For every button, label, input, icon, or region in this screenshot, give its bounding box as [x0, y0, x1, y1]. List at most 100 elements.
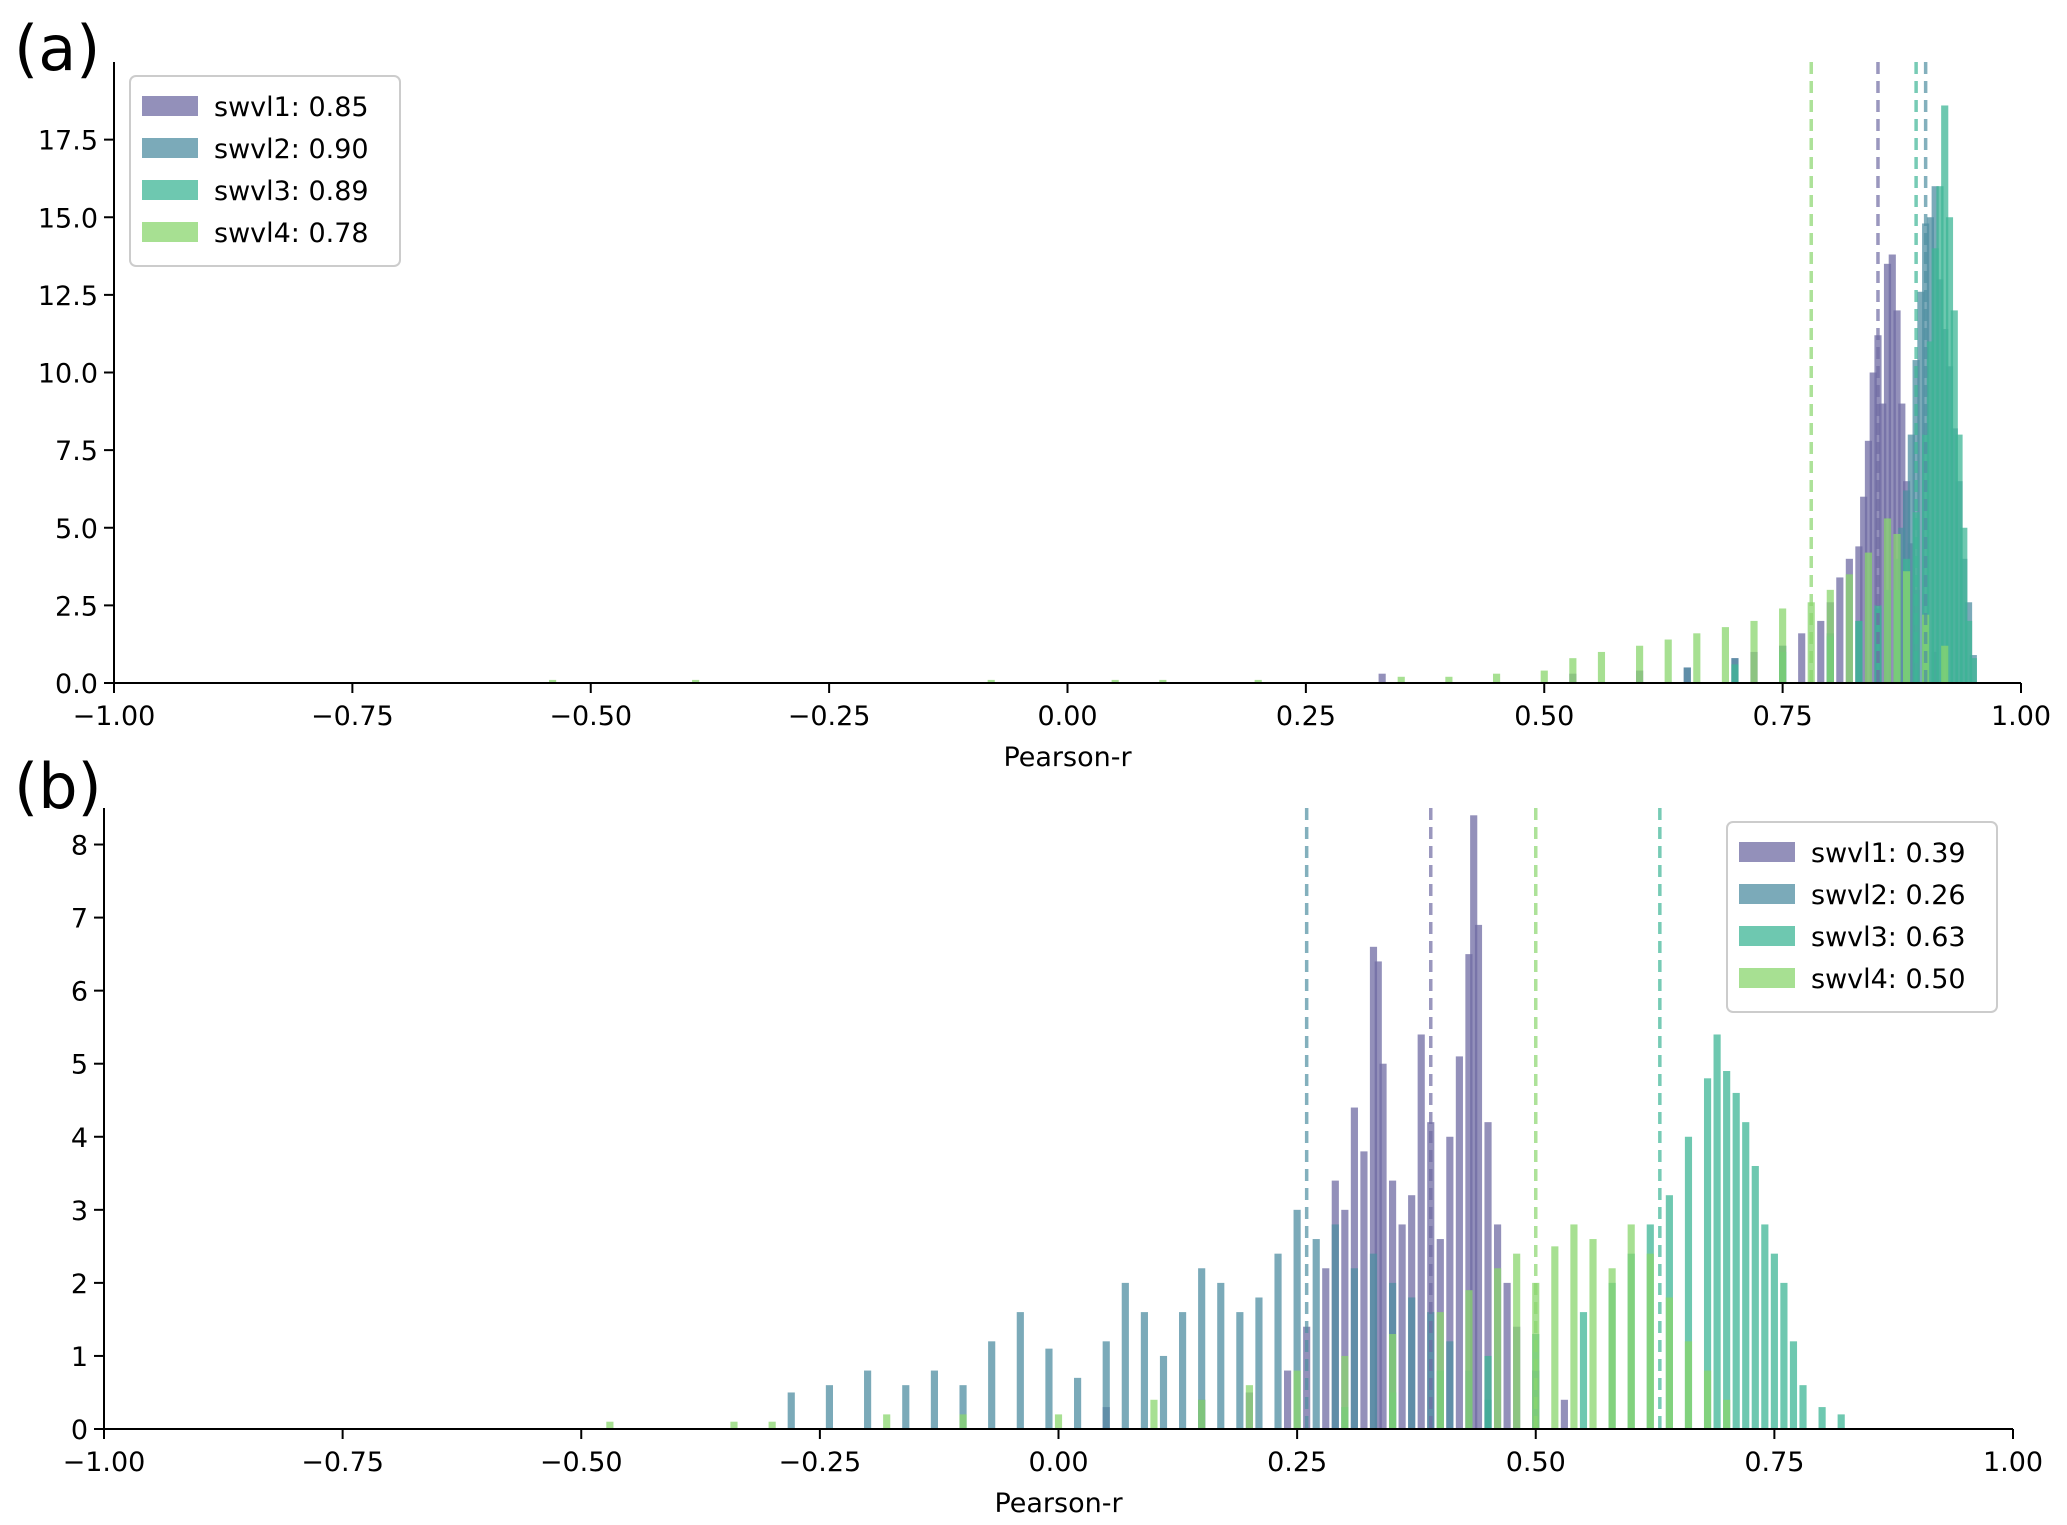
- bar-series-3: [1960, 527, 1968, 683]
- bar-series-1: [1474, 924, 1483, 1429]
- x-tick-label: 0.25: [1267, 1447, 1327, 1478]
- bar-series-1: [1879, 403, 1887, 683]
- bar-series-4: [1665, 1297, 1673, 1429]
- x-axis-title: Pearson-r: [994, 1488, 1123, 1519]
- bar-series-4: [1341, 1355, 1349, 1429]
- y-tick-label: 12.5: [38, 281, 98, 312]
- y-tick-label: 7.5: [55, 436, 98, 467]
- x-tick-label: 0.50: [1514, 701, 1574, 732]
- bar-series-4: [1445, 676, 1453, 683]
- panel-label: (b): [14, 750, 102, 823]
- x-tick-label: 0.25: [1276, 701, 1336, 732]
- bar-series-2: [1331, 1224, 1339, 1429]
- bar-series-3: [1713, 1034, 1721, 1429]
- bar-series-4: [1883, 518, 1892, 683]
- bar-series-4: [1646, 1253, 1654, 1429]
- y-tick-label: 10.0: [38, 359, 98, 390]
- bar-series-1: [1378, 673, 1386, 683]
- x-tick-label: −0.50: [549, 701, 632, 732]
- legend-label: swvl1: 0.39: [1811, 838, 1966, 869]
- bar-series-4: [692, 679, 700, 683]
- x-tick-label: 0.00: [1037, 701, 1097, 732]
- bar-series-4: [1779, 608, 1787, 683]
- x-tick-label: −1.00: [73, 701, 156, 732]
- bar-series-3: [1818, 1407, 1826, 1429]
- bar-series-2: [1140, 1312, 1148, 1429]
- bar-series-2: [1293, 1209, 1301, 1429]
- bar-series-4: [1589, 1239, 1597, 1429]
- bar-series-2: [864, 1370, 872, 1429]
- bar-series-2: [1198, 1268, 1206, 1429]
- legend-label: swvl2: 0.90: [214, 134, 369, 165]
- bar-series-3: [1945, 217, 1954, 683]
- bar-series-4: [768, 1421, 776, 1429]
- legend: swvl1: 0.85 swvl2: 0.90 swvl3: 0.89 swvl4: …: [129, 75, 401, 267]
- bar-series-4: [1750, 620, 1758, 683]
- bar-series-4: [1150, 1399, 1158, 1429]
- bar-series-1: [1503, 1282, 1511, 1429]
- bar-series-2: [1683, 667, 1691, 683]
- bar-series-1: [1817, 620, 1825, 683]
- bar-series-4: [1684, 1341, 1693, 1429]
- bar-series-2: [1236, 1312, 1244, 1429]
- bar-series-1: [1470, 815, 1478, 1429]
- bar-series-1: [1360, 1151, 1368, 1429]
- x-tick-label: 1.00: [1983, 1447, 2043, 1478]
- bar-series-3: [1761, 1224, 1769, 1429]
- bar-series-3: [1799, 1385, 1807, 1429]
- bar-series-3: [1855, 620, 1863, 683]
- bar-series-2: [1350, 1268, 1358, 1429]
- bar-series-3: [1742, 1122, 1750, 1429]
- x-tick-label: −1.00: [63, 1447, 146, 1478]
- y-tick-label: 0.0: [55, 669, 98, 700]
- bar-series-4: [1054, 1414, 1063, 1429]
- bar-series-1: [1350, 1107, 1358, 1429]
- bar-series-2: [1179, 1312, 1187, 1429]
- bar-series-1: [1484, 1122, 1492, 1429]
- legend-swatch: [142, 96, 198, 116]
- bar-series-1: [1888, 254, 1896, 683]
- bar-series-3: [1964, 620, 1973, 683]
- bar-series-2: [1446, 1341, 1454, 1429]
- y-tick-label: 2.5: [55, 591, 98, 622]
- legend-label: swvl3: 0.89: [214, 176, 369, 207]
- bar-series-1: [1560, 1399, 1568, 1429]
- bar-series-2: [1159, 1355, 1168, 1429]
- legend-label: swvl4: 0.50: [1811, 964, 1966, 995]
- bar-series-4: [1198, 1399, 1206, 1429]
- bar-series-3: [1579, 1312, 1588, 1429]
- bar-series-1: [1455, 1056, 1463, 1429]
- bar-series-4: [1397, 676, 1405, 683]
- bar-series-1: [1465, 954, 1473, 1429]
- bar-series-3: [1931, 248, 1939, 684]
- bar-series-4: [730, 1421, 738, 1429]
- bar-series-3: [1723, 1071, 1731, 1429]
- y-tick-label: 5.0: [55, 514, 98, 545]
- bar-series-1: [1417, 1034, 1425, 1429]
- bar-series-4: [1922, 614, 1930, 683]
- x-tick-label: −0.75: [311, 701, 394, 732]
- legend-swatch: [142, 222, 198, 242]
- legend-swatch: [1739, 884, 1795, 904]
- bar-series-3: [1837, 1414, 1845, 1429]
- bar-series-4: [1864, 552, 1873, 683]
- x-tick-label: 0.75: [1744, 1447, 1804, 1478]
- bar-series-3: [1780, 1282, 1788, 1429]
- bar-series-1: [1883, 263, 1892, 683]
- bar-series-4: [1569, 658, 1577, 683]
- bars: [549, 105, 1977, 684]
- x-tick-label: 1.00: [1991, 701, 2051, 732]
- bar-series-1: [1893, 310, 1901, 683]
- legend-swatch: [1739, 926, 1795, 946]
- bar-series-3: [1732, 1092, 1740, 1429]
- legend-swatch: [1739, 968, 1795, 988]
- x-tick-label: 0.75: [1753, 701, 1813, 732]
- bar-series-2: [1312, 1239, 1320, 1429]
- y-tick-label: 17.5: [38, 126, 98, 157]
- bar-series-4: [1826, 589, 1834, 683]
- bar-series-4: [1664, 639, 1672, 683]
- bar-series-1: [1869, 372, 1877, 683]
- bar-series-1: [1369, 946, 1378, 1429]
- bar-series-4: [1111, 679, 1119, 683]
- x-tick-label: −0.75: [301, 1447, 384, 1478]
